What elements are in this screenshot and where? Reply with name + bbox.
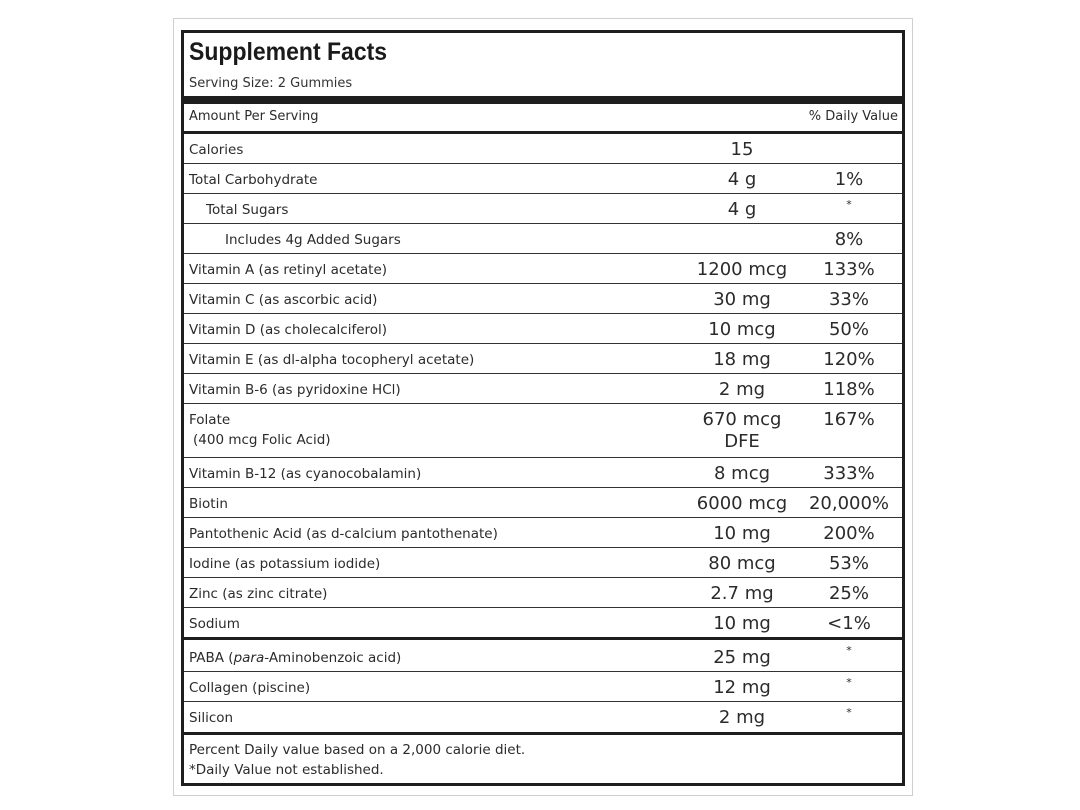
label-header: Supplement Facts Serving Size: 2 Gummies	[187, 33, 899, 97]
nutrient-name: Calories	[189, 142, 244, 158]
nutrient-name: Total Sugars	[206, 202, 289, 218]
nutrient-amount: 2 mg	[718, 379, 766, 400]
nutrient-row-folate: Folate (400 mcg Folic Acid) 670 mcg DFE …	[184, 404, 902, 458]
nutrient-row: Pantothenic Acid (as d-calcium pantothen…	[184, 518, 902, 548]
nutrient-row: Vitamin A (as retinyl acetate) 1200 mcg …	[184, 254, 902, 284]
nutrient-amount: 8 mcg	[713, 463, 771, 484]
nutrient-dv: 33%	[828, 289, 869, 310]
nutrient-row: Sodium 10 mg <1%	[184, 608, 902, 640]
nutrient-name: Iodine (as potassium iodide)	[189, 556, 381, 572]
nutrient-name: Vitamin B-6 (as pyridoxine HCl)	[189, 382, 401, 398]
nutrient-row: Iodine (as potassium iodide) 80 mcg 53%	[184, 548, 902, 578]
nutrient-row-calories: Calories 15	[184, 134, 902, 164]
footer-not-established-note: *Daily Value not established.	[189, 762, 384, 778]
nutrient-dv: 200%	[823, 523, 875, 544]
nutrient-name: Sodium	[189, 616, 240, 632]
nutrient-amount: 4 g	[727, 169, 757, 190]
serving-size: Serving Size: 2 Gummies	[189, 76, 353, 91]
nutrient-amount-line1: 670 mcg	[702, 409, 782, 430]
nutrient-dv: 20,000%	[808, 493, 890, 514]
footer-daily-value-note: Percent Daily value based on a 2,000 cal…	[189, 742, 526, 758]
nutrient-row: Vitamin E (as dl-alpha tocopheryl acetat…	[184, 344, 902, 374]
nutrient-name: Vitamin B-12 (as cyanocobalamin)	[189, 466, 422, 482]
nutrient-subtext: (400 mcg Folic Acid)	[193, 432, 331, 448]
nutrient-dv: 167%	[823, 409, 875, 430]
nutrient-dv: 1%	[834, 169, 864, 190]
nutrient-amount: 25 mg	[713, 647, 771, 668]
nutrient-row: Vitamin B-6 (as pyridoxine HCl) 2 mg 118…	[184, 374, 902, 404]
nutrient-dv: <1%	[827, 613, 871, 634]
nutrient-amount: 4 g	[727, 199, 757, 220]
nutrient-dv: 8%	[834, 229, 864, 250]
nutrient-amount: 10 mg	[713, 613, 771, 634]
nutrient-amount: 12 mg	[713, 677, 771, 698]
nutrient-amount: 670 mcg DFE	[672, 409, 812, 453]
nutrient-row: Silicon 2 mg *	[184, 702, 902, 735]
daily-value-header: % Daily Value	[808, 109, 898, 124]
nutrient-name: PABA (para-Aminobenzoic acid)	[189, 650, 402, 666]
nutrient-dv: *	[846, 644, 852, 657]
nutrient-amount: 15	[730, 139, 754, 160]
nutrient-amount: 10 mg	[713, 523, 771, 544]
nutrient-row: Vitamin B-12 (as cyanocobalamin) 8 mcg 3…	[184, 458, 902, 488]
nutrient-dv: 50%	[828, 319, 869, 340]
nutrient-row: Biotin 6000 mcg 20,000%	[184, 488, 902, 518]
nutrient-row-paba: PABA (para-Aminobenzoic acid) 25 mg *	[184, 640, 902, 672]
nutrient-name: Vitamin C (as ascorbic acid)	[189, 292, 378, 308]
nutrient-amount: 2.7 mg	[710, 583, 774, 604]
nutrient-dv: 120%	[823, 349, 875, 370]
nutrient-name: Pantothenic Acid (as d-calcium pantothen…	[189, 526, 498, 542]
nutrient-dv: 118%	[823, 379, 875, 400]
label-footer: Percent Daily value based on a 2,000 cal…	[189, 740, 525, 780]
supplement-facts-label: Supplement Facts Serving Size: 2 Gummies…	[181, 30, 905, 786]
nutrient-dv: *	[846, 706, 852, 719]
nutrient-name: Biotin	[189, 496, 228, 512]
label-frame	[173, 18, 913, 796]
nutrient-name: Vitamin D (as cholecalciferol)	[189, 322, 388, 338]
nutrient-name: Folate	[189, 412, 231, 428]
nutrient-row: Total Sugars 4 g *	[184, 194, 902, 224]
nutrient-amount: 1200 mcg	[696, 259, 788, 280]
nutrient-amount: 2 mg	[718, 707, 766, 728]
nutrient-amount: 6000 mcg	[696, 493, 788, 514]
nutrient-row: Includes 4g Added Sugars 8%	[184, 224, 902, 254]
nutrient-row: Collagen (piscine) 12 mg *	[184, 672, 902, 702]
nutrient-dv: *	[846, 676, 852, 689]
nutrient-name: Total Carbohydrate	[189, 172, 318, 188]
nutrient-row: Total Carbohydrate 4 g 1%	[184, 164, 902, 194]
thick-divider	[184, 96, 902, 104]
nutrient-name: Zinc (as zinc citrate)	[189, 586, 328, 602]
nutrient-row: Zinc (as zinc citrate) 2.7 mg 25%	[184, 578, 902, 608]
nutrient-amount: 18 mg	[713, 349, 771, 370]
nutrient-dv: *	[846, 198, 852, 211]
nutrient-row: Vitamin C (as ascorbic acid) 30 mg 33%	[184, 284, 902, 314]
nutrient-name: Silicon	[189, 710, 234, 726]
nutrient-dv: 25%	[828, 583, 869, 604]
nutrient-amount: 80 mcg	[708, 553, 776, 574]
nutrient-dv: 133%	[823, 259, 875, 280]
amount-per-serving-label: Amount Per Serving	[189, 109, 319, 124]
nutrient-name: Includes 4g Added Sugars	[225, 232, 401, 248]
nutrient-name: Vitamin A (as retinyl acetate)	[189, 262, 388, 278]
nutrient-dv: 53%	[828, 553, 869, 574]
nutrient-dv: 333%	[823, 463, 875, 484]
nutrient-row: Vitamin D (as cholecalciferol) 10 mcg 50…	[184, 314, 902, 344]
nutrient-amount: 30 mg	[713, 289, 771, 310]
nutrient-name: Collagen (piscine)	[189, 680, 311, 696]
nutrient-amount: 10 mcg	[708, 319, 776, 340]
label-title: Supplement Facts	[189, 38, 388, 66]
nutrient-amount-line2: DFE	[724, 431, 760, 452]
nutrient-rows: Calories 15 Total Carbohydrate 4 g 1% To…	[184, 134, 902, 735]
nutrient-name: Vitamin E (as dl-alpha tocopheryl acetat…	[189, 352, 475, 368]
amount-per-serving-row: Amount Per Serving % Daily Value	[184, 104, 902, 134]
